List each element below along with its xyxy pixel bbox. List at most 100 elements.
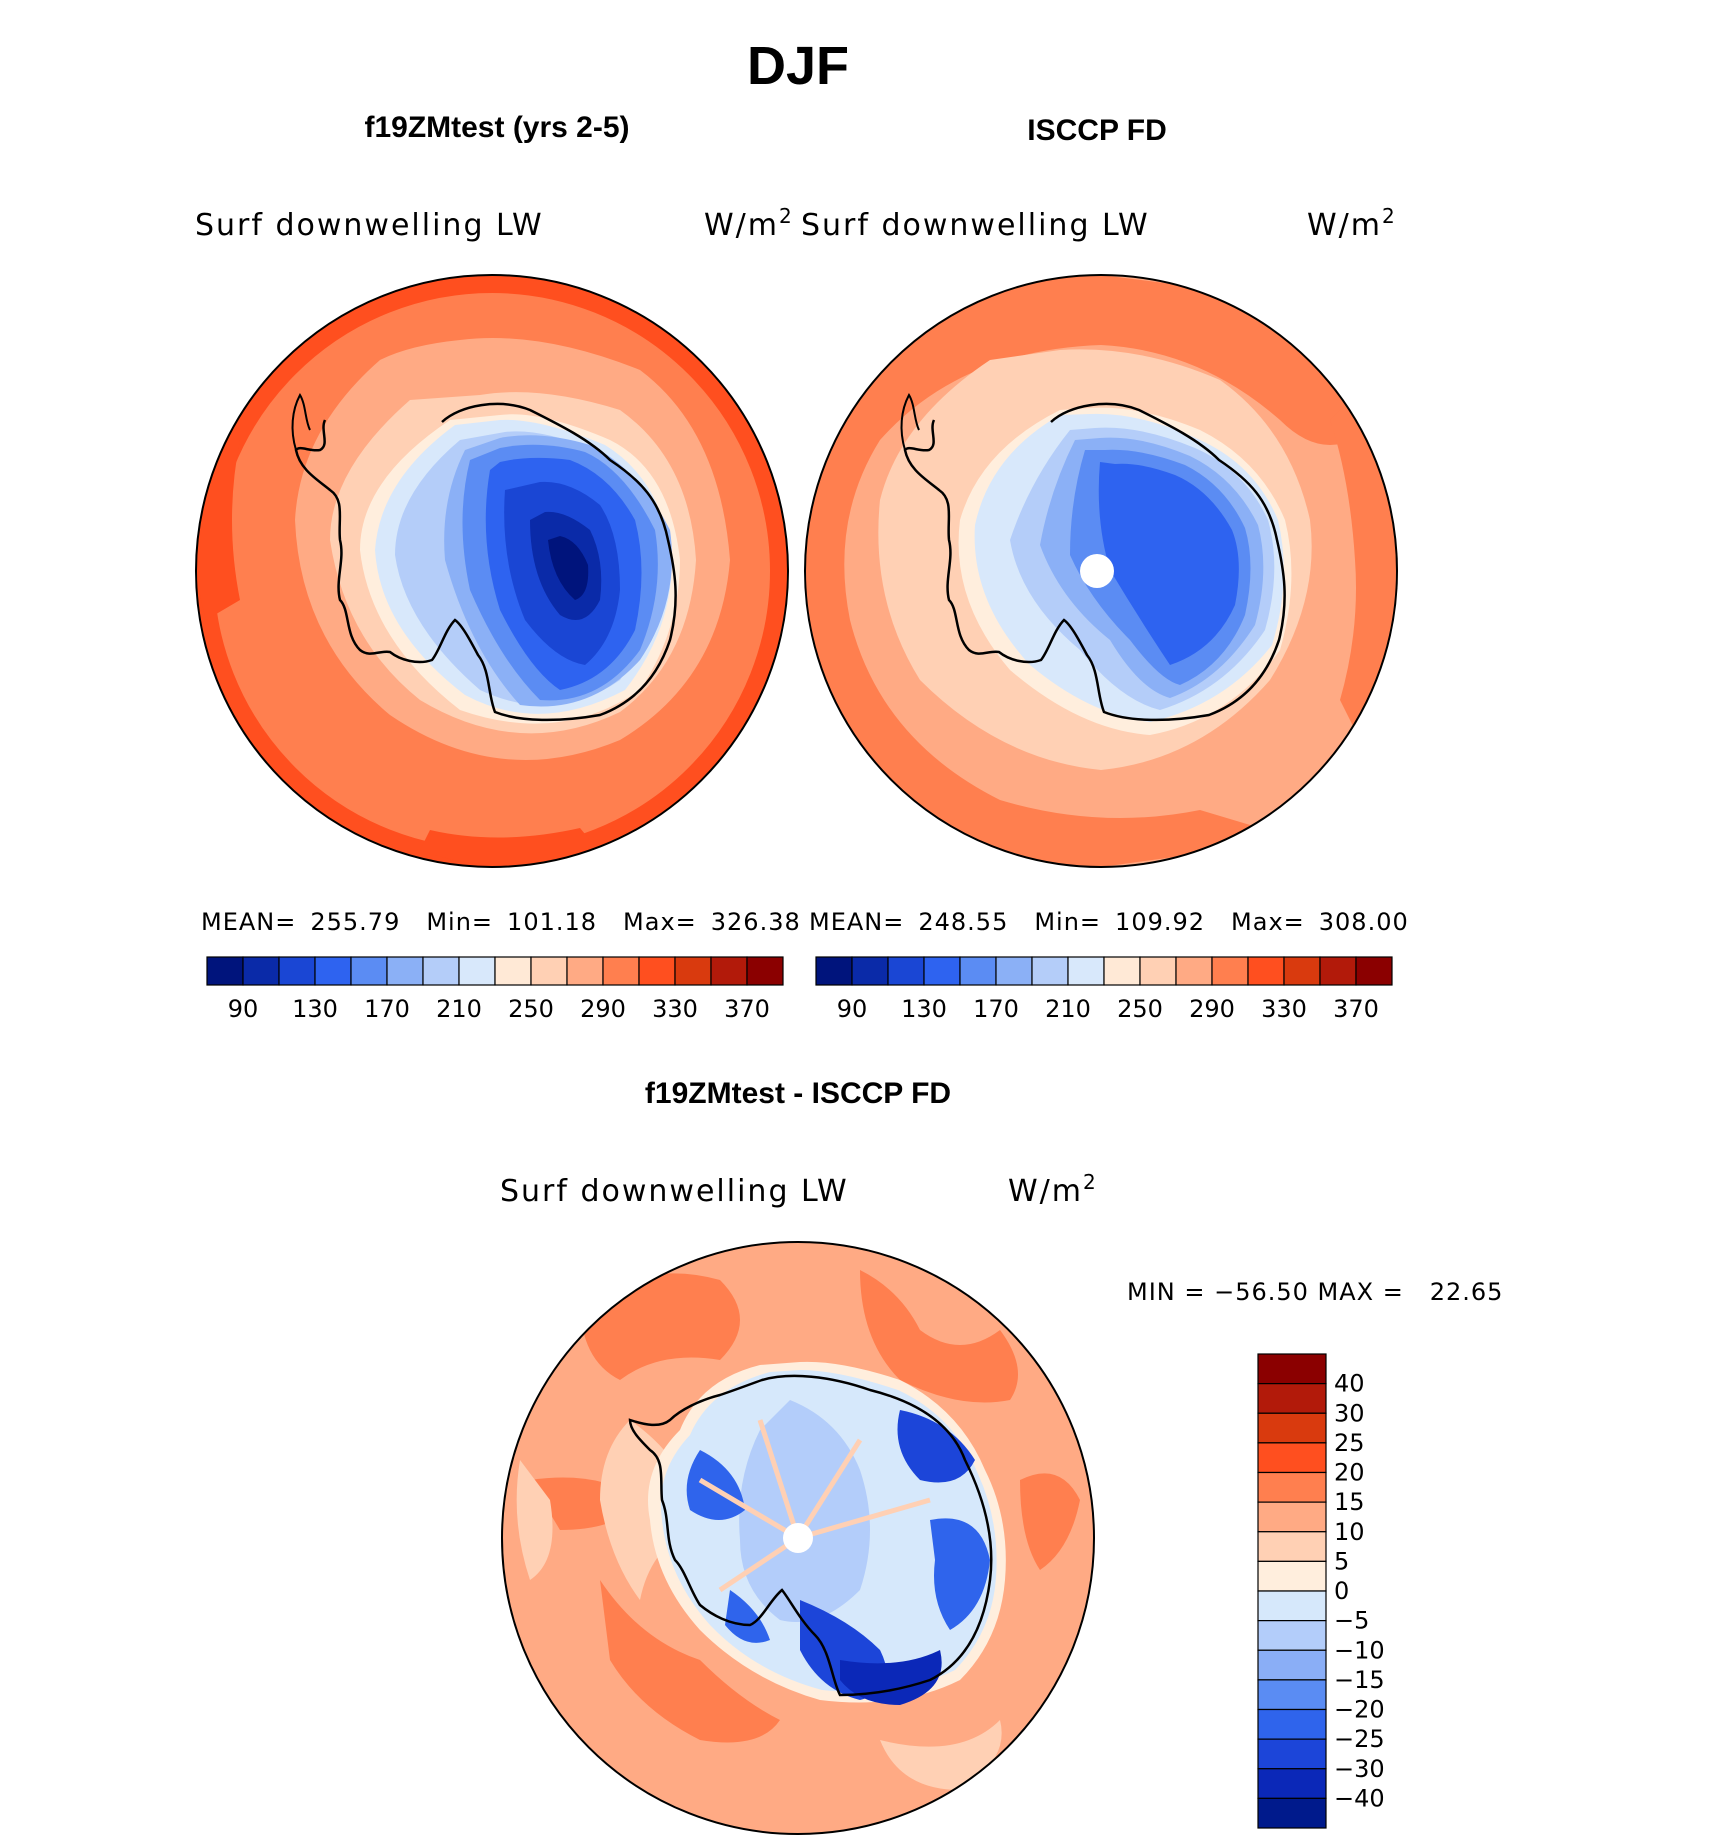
colorbar-swatch — [1211, 956, 1249, 986]
panel-model-variable: Surf downwelling LW — [195, 208, 544, 243]
panel-model-units: W/m2 — [704, 204, 794, 243]
panel-model-title: f19ZMtest (yrs 2-5) — [364, 111, 629, 144]
map-model — [196, 275, 788, 867]
colorbar-swatch — [566, 956, 604, 986]
colorbar-swatch — [851, 956, 889, 986]
colorbar-swatch — [314, 956, 352, 986]
colorbar-tick-label: 210 — [1045, 995, 1091, 1023]
colorbar-tick-label: 5 — [1334, 1547, 1349, 1575]
colorbar-swatch — [1031, 956, 1069, 986]
colorbar-swatch — [1175, 956, 1213, 986]
panel-obs: ISCCP FD Surf downwelling LW W/m2 MEAN= 2… — [801, 114, 1409, 1023]
colorbar-tick-label: −15 — [1334, 1666, 1385, 1694]
colorbar-swatch — [602, 956, 640, 986]
colorbar-tick-label: −10 — [1334, 1636, 1385, 1664]
colorbar-swatch — [386, 956, 424, 986]
colorbar-swatch — [1257, 1560, 1327, 1592]
colorbar-swatch — [1257, 1471, 1327, 1503]
colorbar-swatch — [1247, 956, 1285, 986]
colorbar-tick-label: −25 — [1334, 1725, 1385, 1753]
colorbar-tick-label: 130 — [901, 995, 947, 1023]
colorbar-tick-label: 290 — [580, 995, 626, 1023]
difference-units: W/m2 — [1008, 1170, 1098, 1209]
colorbar-swatch — [1319, 956, 1357, 986]
colorbar-swatch — [206, 956, 244, 986]
panel-obs-variable: Surf downwelling LW — [801, 208, 1150, 243]
colorbar-swatch — [1257, 1353, 1327, 1385]
colorbar-tick-label: 290 — [1189, 995, 1235, 1023]
difference-title: f19ZMtest - ISCCP FD — [645, 1077, 951, 1110]
colorbar-swatch — [1257, 1501, 1327, 1533]
colorbar-tick-label: 250 — [1117, 995, 1163, 1023]
colorbar-swatch — [1257, 1412, 1327, 1444]
colorbar-swatch — [1355, 956, 1393, 986]
colorbar-tick-label: −5 — [1334, 1607, 1369, 1635]
colorbar-tick-label: 370 — [724, 995, 770, 1023]
colorbar-swatch — [959, 956, 997, 986]
colorbar-tick-label: 330 — [652, 995, 698, 1023]
colorbar-swatch — [1257, 1649, 1327, 1681]
colorbar-swatch — [710, 956, 748, 986]
colorbar-tick-label: 20 — [1334, 1459, 1365, 1487]
colorbar-swatch — [1257, 1679, 1327, 1711]
colorbar-tick-label: 40 — [1334, 1370, 1365, 1398]
colorbar-swatch — [746, 956, 784, 986]
colorbar-swatch — [674, 956, 712, 986]
colorbar-tick-label: 370 — [1333, 995, 1379, 1023]
difference-minmax: MIN = −56.50 MAX = 22.65 — [1127, 1278, 1503, 1306]
colorbar-swatch — [1257, 1797, 1327, 1829]
colorbar-swatch — [1257, 1708, 1327, 1740]
colorbar-tick-label: 330 — [1261, 995, 1307, 1023]
colorbar-tick-label: −20 — [1334, 1696, 1385, 1724]
panel-obs-title: ISCCP FD — [1027, 114, 1166, 147]
colorbar-swatch — [278, 956, 316, 986]
colorbar-swatch — [1257, 1442, 1327, 1474]
colorbar-swatch — [1103, 956, 1141, 986]
colorbar-swatch — [458, 956, 496, 986]
colorbar-swatch — [1257, 1738, 1327, 1770]
colorbar-tick-label: −30 — [1334, 1755, 1385, 1783]
colorbar-obs: 90 130 170 210 250 290 330 370 — [815, 956, 1393, 1023]
colorbar-tick-label: −40 — [1334, 1784, 1385, 1812]
colorbar-tick-label: 250 — [508, 995, 554, 1023]
colorbar-tick-label: 90 — [837, 995, 868, 1023]
colorbar-swatch — [242, 956, 280, 986]
colorbar-swatch — [1067, 956, 1105, 986]
colorbar-tick-label: 10 — [1334, 1518, 1365, 1546]
colorbar-tick-label: 0 — [1334, 1577, 1349, 1605]
map-obs — [805, 275, 1397, 867]
panel-model-stats: MEAN= 255.79 Min= 101.18 Max= 326.38 — [201, 908, 801, 936]
colorbar-swatch — [350, 956, 388, 986]
pole-hole-obs — [1080, 554, 1114, 588]
colorbar-swatch — [887, 956, 925, 986]
pole-hole-difference — [783, 1523, 813, 1553]
colorbar-tick-label: 25 — [1334, 1429, 1365, 1457]
panel-obs-stats: MEAN= 248.55 Min= 109.92 Max= 308.00 — [809, 908, 1409, 936]
colorbar-tick-label: 30 — [1334, 1399, 1365, 1427]
colorbar-tick-label: 15 — [1334, 1488, 1365, 1516]
colorbar-swatch — [923, 956, 961, 986]
colorbar-tick-label: 170 — [364, 995, 410, 1023]
colorbar-swatch — [1257, 1590, 1327, 1622]
colorbar-tick-label: 130 — [292, 995, 338, 1023]
colorbar-swatch — [1139, 956, 1177, 986]
colorbar-swatch — [995, 956, 1033, 986]
colorbar-swatch — [1257, 1768, 1327, 1799]
colorbar-swatch — [1257, 1383, 1327, 1414]
colorbar-model: 90 130 170 210 250 290 330 370 — [206, 956, 784, 1023]
colorbar-swatch — [422, 956, 460, 986]
colorbar-swatch — [494, 956, 532, 986]
panel-obs-units: W/m2 — [1307, 204, 1397, 243]
colorbar-swatch — [1257, 1531, 1327, 1562]
colorbar-swatch — [1257, 1620, 1327, 1651]
panel-model: f19ZMtest (yrs 2-5) Surf downwelling LW … — [195, 111, 801, 1023]
panel-difference: f19ZMtest - ISCCP FD Surf downwelling LW… — [500, 1077, 1503, 1835]
colorbar-tick-label: 90 — [228, 995, 259, 1023]
colorbar-swatch — [638, 956, 676, 986]
colorbar-swatch — [1283, 956, 1321, 986]
difference-variable: Surf downwelling LW — [500, 1174, 849, 1209]
figure-title: DJF — [747, 36, 849, 96]
colorbar-swatch — [530, 956, 568, 986]
